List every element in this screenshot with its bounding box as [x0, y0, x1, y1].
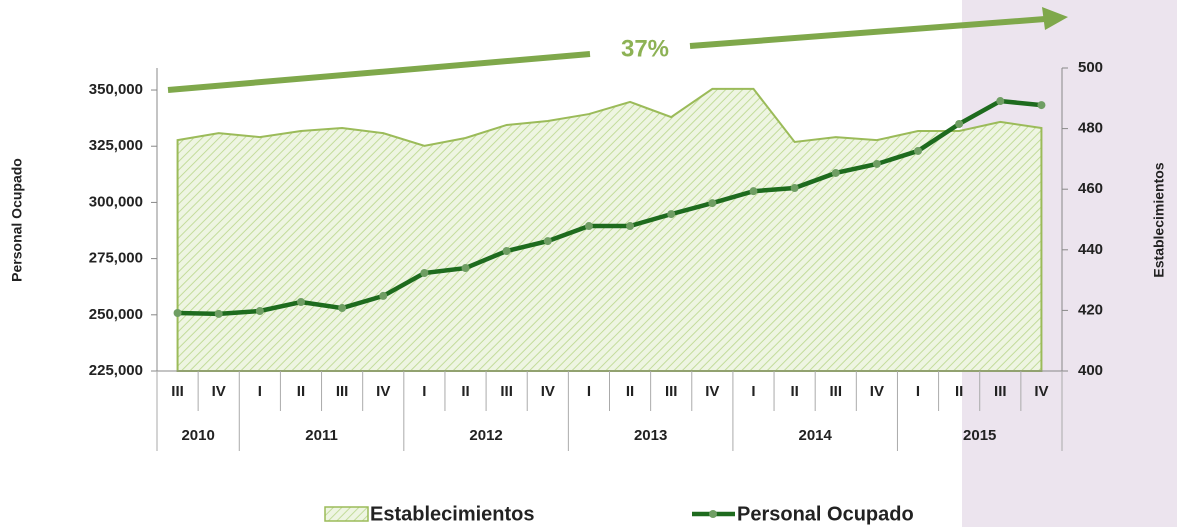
y-tick-label: 325,000 — [89, 137, 143, 154]
x-tick-label: III — [171, 383, 184, 400]
y-tick-label: 300,000 — [89, 193, 143, 210]
x-group-label: 2010 — [181, 427, 214, 444]
marker — [379, 291, 388, 300]
x-tick-label: IV — [705, 383, 719, 400]
x-tick-label: IV — [212, 383, 226, 400]
marker — [420, 268, 429, 277]
x-group-label: 2012 — [469, 427, 502, 444]
x-tick-label: II — [790, 383, 798, 400]
marker — [461, 264, 470, 273]
x-tick-label: IV — [541, 383, 555, 400]
marker — [955, 119, 964, 128]
legend-swatch — [709, 510, 717, 518]
line — [177, 98, 1042, 317]
y2-tick-label: 440 — [1078, 241, 1103, 258]
marker — [296, 297, 305, 306]
marker — [338, 304, 347, 313]
y2-tick-label: 500 — [1078, 59, 1103, 76]
marker — [708, 199, 717, 208]
x-tick-label: II — [626, 383, 634, 400]
y-tick-label: 275,000 — [89, 250, 143, 267]
marker — [831, 168, 840, 177]
y2-tick-label: 400 — [1078, 362, 1103, 379]
marker — [872, 159, 881, 168]
x-tick-label: I — [422, 383, 426, 400]
x-tick-label: III — [994, 383, 1007, 400]
annotation: 37% — [621, 35, 669, 62]
x-tick-label: II — [955, 383, 963, 400]
y-tick-label: 225,000 — [89, 362, 143, 379]
x-group-label: 2014 — [798, 427, 832, 444]
growth-arrow — [167, 7, 1068, 93]
marker — [173, 309, 182, 318]
x-tick-label: III — [336, 383, 349, 400]
y-tick-label: 250,000 — [89, 306, 143, 323]
x-group-label: 2011 — [305, 427, 338, 444]
marker — [749, 187, 758, 196]
marker — [1037, 101, 1046, 110]
legend-label: Personal Ocupado — [737, 503, 914, 525]
x-tick-label: III — [829, 383, 842, 400]
x-tick-label: IV — [1034, 383, 1048, 400]
legend-label: Establecimientos — [370, 503, 535, 525]
area — [176, 87, 1043, 372]
y-tick-label: 350,000 — [89, 81, 143, 98]
y2-tick-label: 460 — [1078, 180, 1103, 197]
x-tick-label: I — [258, 383, 262, 400]
legend-swatch — [324, 506, 369, 522]
marker — [790, 184, 799, 193]
x-tick-label: I — [916, 383, 920, 400]
x-tick-label: II — [297, 383, 305, 400]
x-tick-label: III — [665, 383, 678, 400]
x-group-label: 2015 — [963, 427, 996, 444]
marker — [914, 146, 923, 155]
marker — [255, 306, 264, 315]
x-tick-label: IV — [870, 383, 884, 400]
marker — [502, 246, 511, 255]
marker — [996, 97, 1005, 106]
x-tick-label: I — [587, 383, 591, 400]
y2-axis-title: Establecimientos — [1151, 162, 1167, 277]
marker — [214, 309, 223, 318]
x-tick-label: II — [461, 383, 469, 400]
y2-tick-label: 480 — [1078, 120, 1103, 137]
marker — [584, 222, 593, 231]
marker — [667, 210, 676, 219]
y2-tick-label: 420 — [1078, 301, 1103, 318]
x-tick-label: I — [751, 383, 755, 400]
marker — [543, 237, 552, 246]
y-axis-title: Personal Ocupado — [9, 158, 25, 282]
marker — [626, 222, 635, 231]
x-group-label: 2013 — [634, 427, 667, 444]
x-tick-label: III — [500, 383, 513, 400]
x-tick-label: IV — [376, 383, 390, 400]
